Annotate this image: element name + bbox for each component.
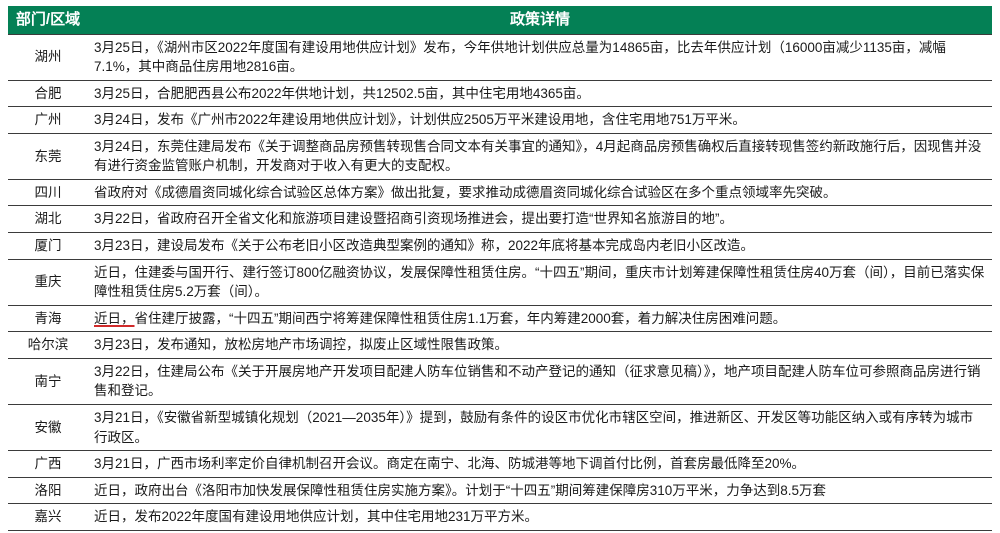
- table-row: 合肥3月25日，合肥肥西县公布2022年供地计划，共12502.5亩，其中住宅用…: [8, 80, 992, 107]
- table-row: 青海近日，省住建厅披露，“十四五”期间西宁将筹建保障性租赁住房1.1万套，年内筹…: [8, 305, 992, 332]
- cell-region: 湖北: [8, 206, 88, 233]
- cell-region: 青海: [8, 305, 88, 332]
- cell-detail: 3月24日，东莞住建局发布《关于调整商品房预售转现售合同文本有关事宜的通知》，4…: [88, 133, 992, 179]
- cell-region: 嘉兴: [8, 504, 88, 531]
- table-row: 湖北3月22日，省政府召开全省文化和旅游项目建设暨招商引资现场推进会，提出要打造…: [8, 206, 992, 233]
- table-row: 安徽3月21日，《安徽省新型城镇化规划（2021—2035年）》提到，鼓励有条件…: [8, 404, 992, 450]
- cell-detail: 3月23日，建设局发布《关于公布老旧小区改造典型案例的通知》称，2022年底将基…: [88, 233, 992, 260]
- table-row: 广州3月24日，发布《广州市2022年建设用地供应计划》，计划供应2505万平米…: [8, 107, 992, 134]
- cell-detail: 近日，省住建厅披露，“十四五”期间西宁将筹建保障性租赁住房1.1万套，年内筹建2…: [88, 305, 992, 332]
- cell-detail: 3月22日，住建局公布《关于开展房地产开发项目配建人防车位销售和不动产登记的通知…: [88, 358, 992, 404]
- detail-text-post: 省住建厅披露，“十四五”期间西宁将筹建保障性租赁住房1.1万套，年内筹建2000…: [135, 311, 787, 326]
- cell-detail: 3月22日，省政府召开全省文化和旅游项目建设暨招商引资现场推进会，提出要打造“世…: [88, 206, 992, 233]
- cell-region: 合肥: [8, 80, 88, 107]
- table-row: 哈尔滨3月23日，发布通知，放松房地产市场调控，拟废止区域性限售政策。: [8, 332, 992, 359]
- cell-region: 安徽: [8, 404, 88, 450]
- table-row: 嘉兴近日，发布2022年度国有建设用地供应计划，其中住宅用地231万平方米。: [8, 504, 992, 531]
- table-row: 四川省政府对《成德眉资同城化综合试验区总体方案》做出批复，要求推动成德眉资同城化…: [8, 179, 992, 206]
- cell-detail: 3月25日，《湖州市区2022年度国有建设用地供应计划》发布，今年供地计划供应总…: [88, 34, 992, 80]
- cell-region: 湖州: [8, 34, 88, 80]
- cell-detail: 近日，发布2022年度国有建设用地供应计划，其中住宅用地231万平方米。: [88, 504, 992, 531]
- table-row: 湖州3月25日，《湖州市区2022年度国有建设用地供应计划》发布，今年供地计划供…: [8, 34, 992, 80]
- cell-region: 广西: [8, 451, 88, 478]
- cell-detail: 近日，住建委与国开行、建行签订800亿融资协议，发展保障性租赁住房。“十四五”期…: [88, 259, 992, 305]
- cell-region: 洛阳: [8, 477, 88, 504]
- cell-region: 东莞: [8, 133, 88, 179]
- col-header-region: 部门/区域: [8, 6, 88, 34]
- cell-region: 哈尔滨: [8, 332, 88, 359]
- cell-detail: 3月25日，合肥肥西县公布2022年供地计划，共12502.5亩，其中住宅用地4…: [88, 80, 992, 107]
- cell-detail: 3月21日，广西市场利率定价自律机制召开会议。商定在南宁、北海、防城港等地下调首…: [88, 451, 992, 478]
- cell-detail: 3月24日，发布《广州市2022年建设用地供应计划》，计划供应2505万平米建设…: [88, 107, 992, 134]
- cell-region: 广州: [8, 107, 88, 134]
- cell-region: 重庆: [8, 259, 88, 305]
- cell-detail: 3月21日，《安徽省新型城镇化规划（2021—2035年）》提到，鼓励有条件的设…: [88, 404, 992, 450]
- detail-text-underline: 近日，: [94, 311, 135, 326]
- table-row: 广西3月21日，广西市场利率定价自律机制召开会议。商定在南宁、北海、防城港等地下…: [8, 451, 992, 478]
- table-row: 洛阳近日，政府出台《洛阳市加快发展保障性租赁住房实施方案》。计划于“十四五”期间…: [8, 477, 992, 504]
- table-body: 湖州3月25日，《湖州市区2022年度国有建设用地供应计划》发布，今年供地计划供…: [8, 34, 992, 530]
- col-header-detail: 政策详情: [88, 6, 992, 34]
- cell-detail: 3月23日，发布通知，放松房地产市场调控，拟废止区域性限售政策。: [88, 332, 992, 359]
- table-row: 重庆近日，住建委与国开行、建行签订800亿融资协议，发展保障性租赁住房。“十四五…: [8, 259, 992, 305]
- cell-detail: 省政府对《成德眉资同城化综合试验区总体方案》做出批复，要求推动成德眉资同城化综合…: [88, 179, 992, 206]
- table-header: 部门/区域 政策详情: [8, 6, 992, 34]
- policy-table: 部门/区域 政策详情 湖州3月25日，《湖州市区2022年度国有建设用地供应计划…: [8, 6, 992, 531]
- cell-region: 厦门: [8, 233, 88, 260]
- table-row: 东莞3月24日，东莞住建局发布《关于调整商品房预售转现售合同文本有关事宜的通知》…: [8, 133, 992, 179]
- table-row: 南宁3月22日，住建局公布《关于开展房地产开发项目配建人防车位销售和不动产登记的…: [8, 358, 992, 404]
- cell-region: 南宁: [8, 358, 88, 404]
- policy-table-container: 部门/区域 政策详情 湖州3月25日，《湖州市区2022年度国有建设用地供应计划…: [0, 0, 1000, 533]
- table-row: 厦门3月23日，建设局发布《关于公布老旧小区改造典型案例的通知》称，2022年底…: [8, 233, 992, 260]
- cell-region: 四川: [8, 179, 88, 206]
- cell-detail: 近日，政府出台《洛阳市加快发展保障性租赁住房实施方案》。计划于“十四五”期间筹建…: [88, 477, 992, 504]
